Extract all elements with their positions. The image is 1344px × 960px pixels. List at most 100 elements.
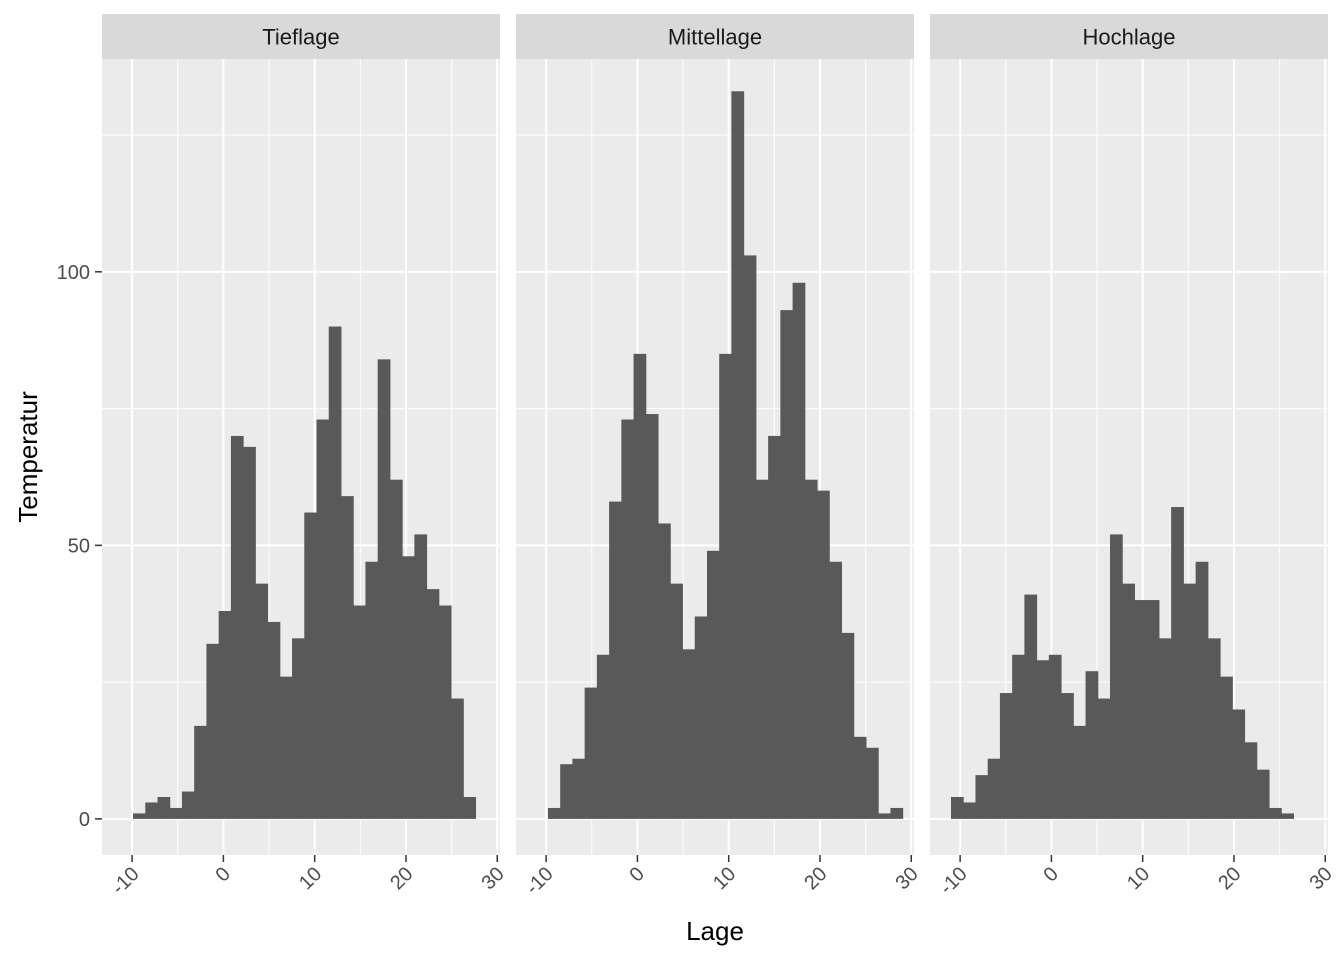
histogram-bar [365,561,379,819]
histogram-bar [841,632,855,819]
histogram-bar [633,353,647,819]
facet-tieflage: Tieflage -10 0 10 20 30 [102,14,509,899]
facet-strip [930,14,1328,59]
histogram-bar [792,282,806,819]
histogram-bar [145,802,159,819]
histogram-bar [292,638,305,819]
facet-mittellage: Mittellage -10 0 10 20 30 [516,14,923,899]
histogram-bar [731,91,745,819]
histogram-bar [878,813,891,819]
y-tick-label: 50 [68,535,90,557]
histogram-bar [658,523,671,819]
histogram-bar [1256,769,1270,819]
x-tick-label: -10 [936,863,972,899]
histogram-bar [694,616,708,819]
histogram-bar [817,490,830,819]
histogram-bar [1158,638,1172,819]
histogram-bar [181,791,195,819]
histogram-bar [451,698,464,819]
histogram-bar [829,561,843,819]
histogram-bar [157,797,171,819]
histogram-bar [1048,654,1062,819]
histogram-bar [670,583,684,819]
histogram-bar [1036,660,1050,819]
histogram-bar [706,550,720,819]
histogram-bar [950,797,964,819]
facet-strip [516,14,914,59]
x-tick-label: 20 [800,863,831,894]
histogram-bar [194,725,207,819]
histogram-bar [218,611,232,819]
y-axis-title: Temperatur [13,391,43,523]
histogram-bar [206,643,220,819]
facet-strip-label: Mittellage [668,25,762,50]
histogram-bar [975,775,989,819]
histogram-bar [230,435,244,819]
histogram-bar [1061,693,1074,819]
x-tick-label: 30 [478,863,509,894]
histogram-bar [353,605,366,819]
x-tick-label: 20 [386,863,417,894]
histogram-bar [1220,676,1233,819]
histogram-bar [1146,600,1160,819]
histogram-bar [743,255,757,819]
histogram-bar [1281,813,1294,819]
x-tick-label: 30 [892,863,923,894]
x-tick-label: 0 [626,863,649,886]
histogram-bar [963,802,976,819]
histogram-bar [1232,709,1246,819]
histogram-bar [1122,583,1135,819]
histogram-bar [1195,561,1209,819]
histogram-bar [1171,507,1184,819]
histogram-bar [645,414,659,819]
x-tick-label: 10 [1123,863,1154,894]
histogram-bar [572,758,586,819]
histogram-bar [328,326,342,819]
histogram-bar [547,807,561,819]
histogram-bar [1085,671,1099,819]
histogram-bar [243,446,256,819]
facet-strip-label: Tieflage [262,25,339,50]
histogram-bar [1134,600,1148,819]
histogram-bar [768,435,781,819]
x-tick-label: 0 [212,863,235,886]
histogram-bar [414,534,428,819]
histogram-bar [621,419,635,819]
histogram-bar [438,605,452,819]
histogram-bar [316,419,330,819]
histogram-bar [255,583,269,819]
histogram-bar [1207,638,1221,819]
histogram-bar [755,479,769,819]
histogram-bar [609,501,622,819]
x-tick-label: 10 [709,863,740,894]
histogram-bar [389,479,403,819]
x-tick-label: -10 [522,863,558,899]
histogram-bar [780,310,794,819]
facet-strip [102,14,500,59]
x-axis-title: Lage [686,916,744,946]
x-tick-label: 10 [295,863,326,894]
x-tick-label: -10 [108,863,144,899]
y-axis: 0 50 100 [57,262,102,831]
histogram-bar [1244,742,1258,819]
histogram-bar [584,687,598,819]
histogram-bar [267,621,281,819]
histogram-bar [560,764,573,819]
y-tick-label: 100 [57,262,90,284]
histogram-bar [1073,725,1087,819]
histogram-bar [426,589,440,819]
histogram-bar [133,813,146,819]
histogram-bar [377,359,391,819]
histogram-bar [340,496,354,819]
x-tick-label: 30 [1306,863,1337,894]
histogram-bar [865,747,879,819]
x-tick-label: 0 [1040,863,1063,886]
histogram-bar [1110,534,1123,819]
y-tick-label: 0 [79,809,90,831]
histogram-bar [1183,583,1197,819]
histogram-bar [463,797,477,819]
facet-hochlage: Hochlage -10 0 10 20 30 [930,14,1337,899]
histogram-bar [804,479,818,819]
x-tick-label: 20 [1214,863,1245,894]
